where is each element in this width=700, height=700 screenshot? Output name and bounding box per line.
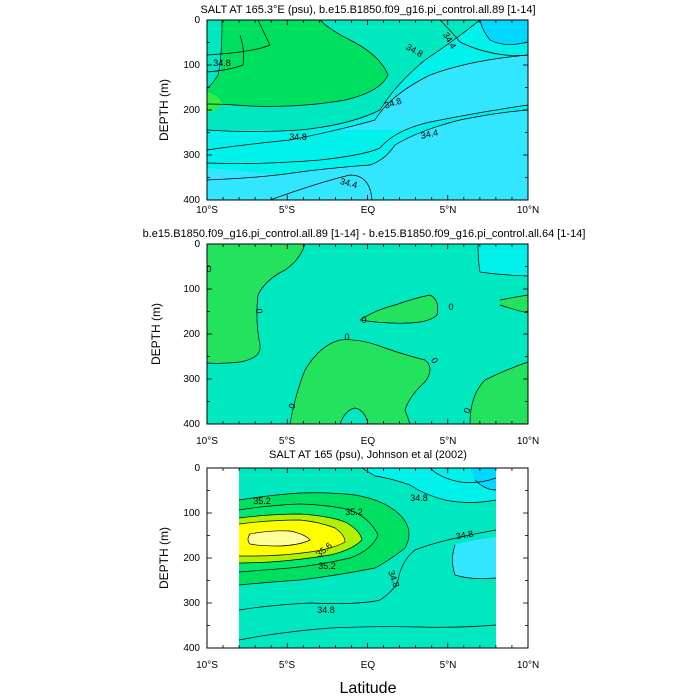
y-tick-label: 400 [183,419,200,430]
y-tick-label: 400 [183,643,200,654]
panel2-fill-positive-center [290,339,430,424]
panel1-y-axis-label: DEPTH (m) [157,79,171,141]
panel1-contour-label: 34.8 [213,58,231,68]
panel2-contour-label: 0 [254,308,264,313]
panel2-contour-label: 0 [344,332,349,342]
x-tick-label: 5°N [440,660,457,671]
x-tick-label: 5°S [279,660,296,671]
y-tick-label: 400 [183,195,200,206]
panel2-contour-lines [207,244,528,424]
panel2-contour-field [207,244,528,424]
y-tick-label: 100 [183,508,200,519]
panel3-contour-label: 35.2 [318,561,336,571]
y-tick-label: 200 [183,105,200,116]
panel2-fill-positive-east-mid [500,295,528,313]
panel1-x-axis: 10°S 5°S EQ 5°N 10°N [196,205,539,216]
panel1-contour-lines [207,20,528,200]
panel1-contour-label: 34.4 [339,176,359,190]
panel1-fill-high [207,20,388,107]
panel2-y-axis-label: DEPTH (m) [149,303,163,365]
tick-marks [206,19,529,649]
panel2-fill-negative [478,244,528,276]
panel1-fill-highest [207,92,222,113]
panel1-fill-bottom [207,168,372,200]
panel3-fill-low-east [452,537,496,579]
panel3-contour-lines [239,468,496,641]
panel3-title: SALT AT 165 (psu), Johnson et al (2002) [269,449,467,461]
panel3-fill-pale-yellow [248,530,310,546]
y-tick-label: 300 [183,374,200,385]
panel3-y-axis: 0 100 200 300 400 DEPTH (m) [157,463,200,654]
panel-model-salinity: SALT AT 165.3°E (psu), b.e15.B1850.f09_g… [157,4,539,216]
panel2-y-axis: 0 100 200 300 400 DEPTH (m) [149,239,200,430]
panel3-x-axis: 10°S 5°S EQ 5°N 10°N Latitude [196,660,539,697]
y-tick-label: 100 [183,284,200,295]
y-tick-label: 0 [194,239,200,250]
x-tick-label: 5°S [279,436,296,447]
panel2-contour-label: 0 [448,302,453,312]
panel3-contour-label: 34.8 [317,605,335,615]
panel1-contour-label: 34.8 [289,132,307,142]
panel3-contour-label: 34.8 [410,493,428,503]
panel-observed-salinity: SALT AT 165 (psu), Johnson et al (2002) [157,449,539,697]
y-tick-label: 100 [183,60,200,71]
x-tick-label: 10°S [196,436,218,447]
panel2-contour-label: 0 [287,402,298,410]
panel3-y-axis-label: DEPTH (m) [157,527,171,589]
panel-model-difference: b.e15.B1850.f09_g16.pi_control.all.89 [1… [143,228,586,447]
panel1-contour-field [207,20,528,200]
panel1-y-axis: 0 100 200 300 400 DEPTH (m) [157,15,200,206]
panel1-title: SALT AT 165.3°E (psu), b.e15.B1850.f09_g… [200,4,535,16]
panel2-contour-labels: 0 0 0 0 0 0 0 [206,264,453,410]
panel2-contour-label: 0 [206,264,211,274]
panel3-fill-mid-low [239,468,496,503]
panel2-fill-positive-north [360,295,438,324]
panel3-fill-low [470,468,496,490]
x-tick-label: 10°S [196,660,218,671]
y-tick-label: 0 [194,15,200,26]
x-tick-label: EQ [361,205,376,216]
panel2-fill-center-notch [340,408,368,424]
x-tick-label: 10°N [517,436,539,447]
x-tick-label: EQ [361,660,376,671]
x-tick-label: 10°N [517,660,539,671]
x-tick-label: 10°N [517,205,539,216]
panel3-contour-label: 35.2 [253,496,271,506]
x-axis-label: Latitude [340,680,397,697]
y-tick-label: 300 [183,598,200,609]
x-tick-label: EQ [361,436,376,447]
y-tick-label: 200 [183,329,200,340]
y-tick-label: 0 [194,463,200,474]
x-tick-label: 5°S [279,205,296,216]
panel1-fill-lowest [480,20,528,45]
panel3-contour-label: 34.8 [455,529,474,542]
y-tick-label: 200 [183,553,200,564]
y-tick-label: 300 [183,150,200,161]
x-tick-label: 5°N [440,436,457,447]
panel2-contour-label: 0 [462,407,473,414]
x-tick-label: 5°N [440,205,457,216]
panel2-title: b.e15.B1850.f09_g16.pi_control.all.89 [1… [143,228,586,240]
panel2-fill-positive-west [207,244,305,364]
x-tick-label: 10°S [196,205,218,216]
panel2-contour-label: 0 [429,356,440,365]
panel2-x-axis: 10°S 5°S EQ 5°N 10°N [196,436,539,447]
panel2-fill-positive-east [470,362,528,424]
panel2-contour-label: 0 [361,315,366,325]
panel1-contour-label: 34.4 [420,127,439,140]
panel3-contour-label: 35.2 [345,507,363,517]
